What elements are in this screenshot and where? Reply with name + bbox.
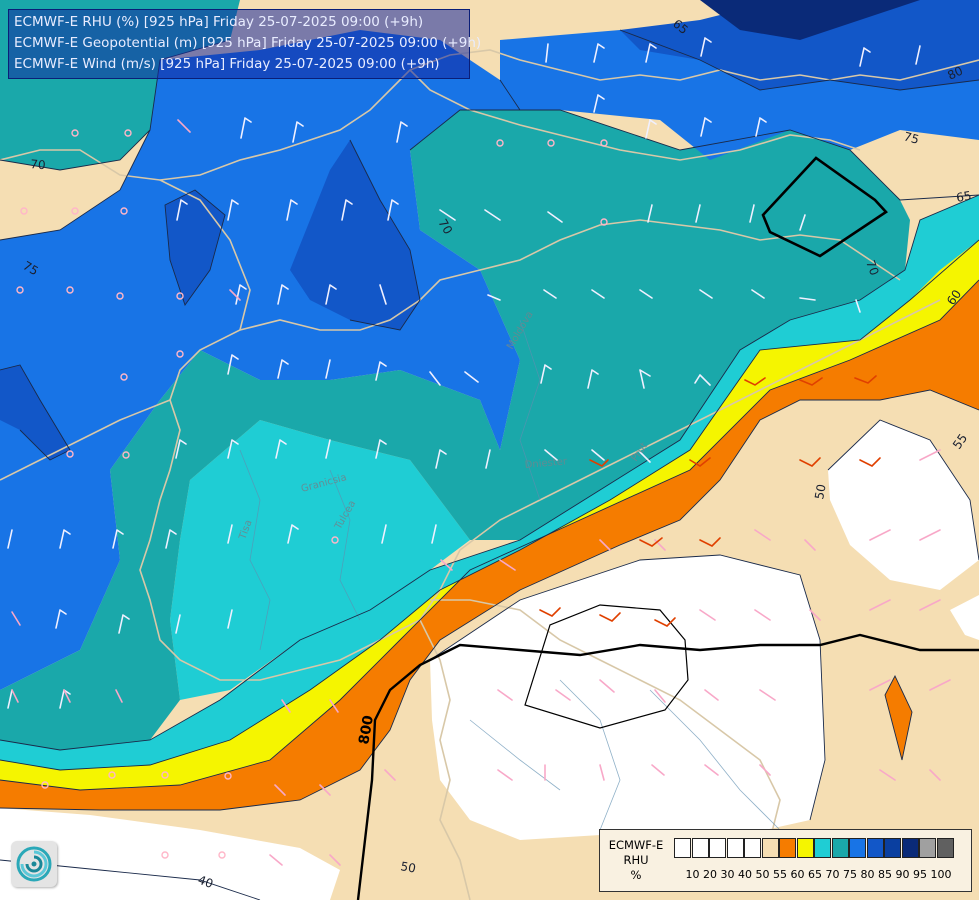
ecmwf-swirl-icon (16, 846, 52, 882)
wind-barbs (7, 37, 921, 709)
legend-tick-label: 30 (720, 868, 735, 881)
rhu-50-south-area (430, 555, 825, 840)
rhu-80-area (0, 30, 520, 690)
title-wind: ECMWF-E Wind (m/s) [925 hPa] Friday 25-0… (14, 56, 440, 72)
rhu-70-west-area (170, 420, 470, 700)
contour-label: 50 (812, 483, 828, 500)
rhu-50-southeast-area (950, 595, 979, 640)
geopotential-label: 800 (356, 714, 377, 746)
contour-label: 50 (399, 859, 416, 875)
legend-swatch (744, 838, 761, 858)
wind-barbs-orange (539, 375, 881, 627)
contour-label: 70 (30, 157, 46, 172)
rhu-90-area (700, 0, 920, 40)
rhu-85-west-area (0, 365, 70, 460)
rhu-85-area (620, 0, 979, 90)
legend-swatch (709, 838, 726, 858)
wind-circles (16, 129, 608, 859)
legend-swatch (796, 838, 814, 858)
legend-variable: RHU (623, 853, 649, 867)
contour-label: 75 (902, 129, 920, 146)
contour-label: 80 (945, 64, 965, 83)
legend-swatch (901, 838, 919, 858)
legend-tick-label: 60 (790, 868, 805, 881)
legend-swatch (779, 838, 796, 858)
legend-tick-label: 55 (773, 868, 787, 881)
geopotential-800-line (356, 633, 979, 900)
contour-label: 75 (21, 258, 41, 278)
legend-swatch (849, 838, 866, 858)
highlight-region-south (524, 604, 689, 729)
legend-unit: % (630, 868, 642, 882)
legend-tick-label: 10 (685, 868, 700, 881)
legend-swatch (866, 838, 884, 858)
contour-label: 70 (435, 217, 455, 237)
legend-tick-label: 75 (843, 868, 857, 881)
legend-tick-label: 40 (738, 868, 752, 881)
rivers (239, 319, 781, 831)
legend-swatch (936, 838, 954, 858)
rhu-50-southwest-area (0, 808, 340, 900)
legend-tick-label: 20 (703, 868, 717, 881)
rhu-75-area (0, 110, 910, 750)
highlight-region-east (761, 156, 888, 258)
contour-label: 40 (196, 873, 215, 891)
place-label: Dniester (524, 456, 568, 471)
legend-swatch (884, 838, 901, 858)
title-rhu: ECMWF-E RHU (%) [925 hPa] Friday 25-07-2… (14, 14, 424, 30)
legend-model: ECMWF-E (608, 838, 664, 852)
legend-tick-label: 85 (878, 868, 892, 881)
legend-tick-label: 70 (825, 868, 840, 881)
map-title-box: ECMWF-E RHU (%) [925 hPa] Friday 25-07-2… (8, 9, 481, 79)
legend-tick-label: 65 (808, 868, 822, 881)
legend-swatch (691, 838, 709, 858)
legend-swatch (761, 838, 779, 858)
contour-label: 65 (955, 189, 972, 205)
legend-swatch (814, 838, 831, 858)
country-borders (0, 49, 979, 900)
legend-tick-label: 90 (895, 868, 910, 881)
legend-title: ECMWF-E RHU % (604, 838, 668, 883)
legend-swatch (726, 838, 744, 858)
legend-tick-label: 100 (930, 868, 952, 881)
rhu-60-spot (885, 676, 912, 760)
rhu-85-small-area (165, 190, 225, 305)
rhu-contours (0, 29, 979, 900)
legend-swatch (831, 838, 849, 858)
legend-swatch (674, 838, 691, 858)
legend-swatch (919, 838, 936, 858)
rhu-color-legend: ECMWF-E RHU % 10 20 30 40 50 55 60 65 70 75 80 85 90… (599, 829, 972, 892)
title-geopotential: ECMWF-E Geopotential (m) [925 hPa] Frida… (14, 35, 482, 51)
contour-label: 70 (863, 258, 881, 277)
legend-tick-label: 50 (755, 868, 770, 881)
ecmwf-logo (11, 841, 57, 887)
legend-tick-label: 80 (860, 868, 875, 881)
rhu-85-center-area (290, 140, 420, 330)
legend-tick-label: 95 (913, 868, 927, 881)
